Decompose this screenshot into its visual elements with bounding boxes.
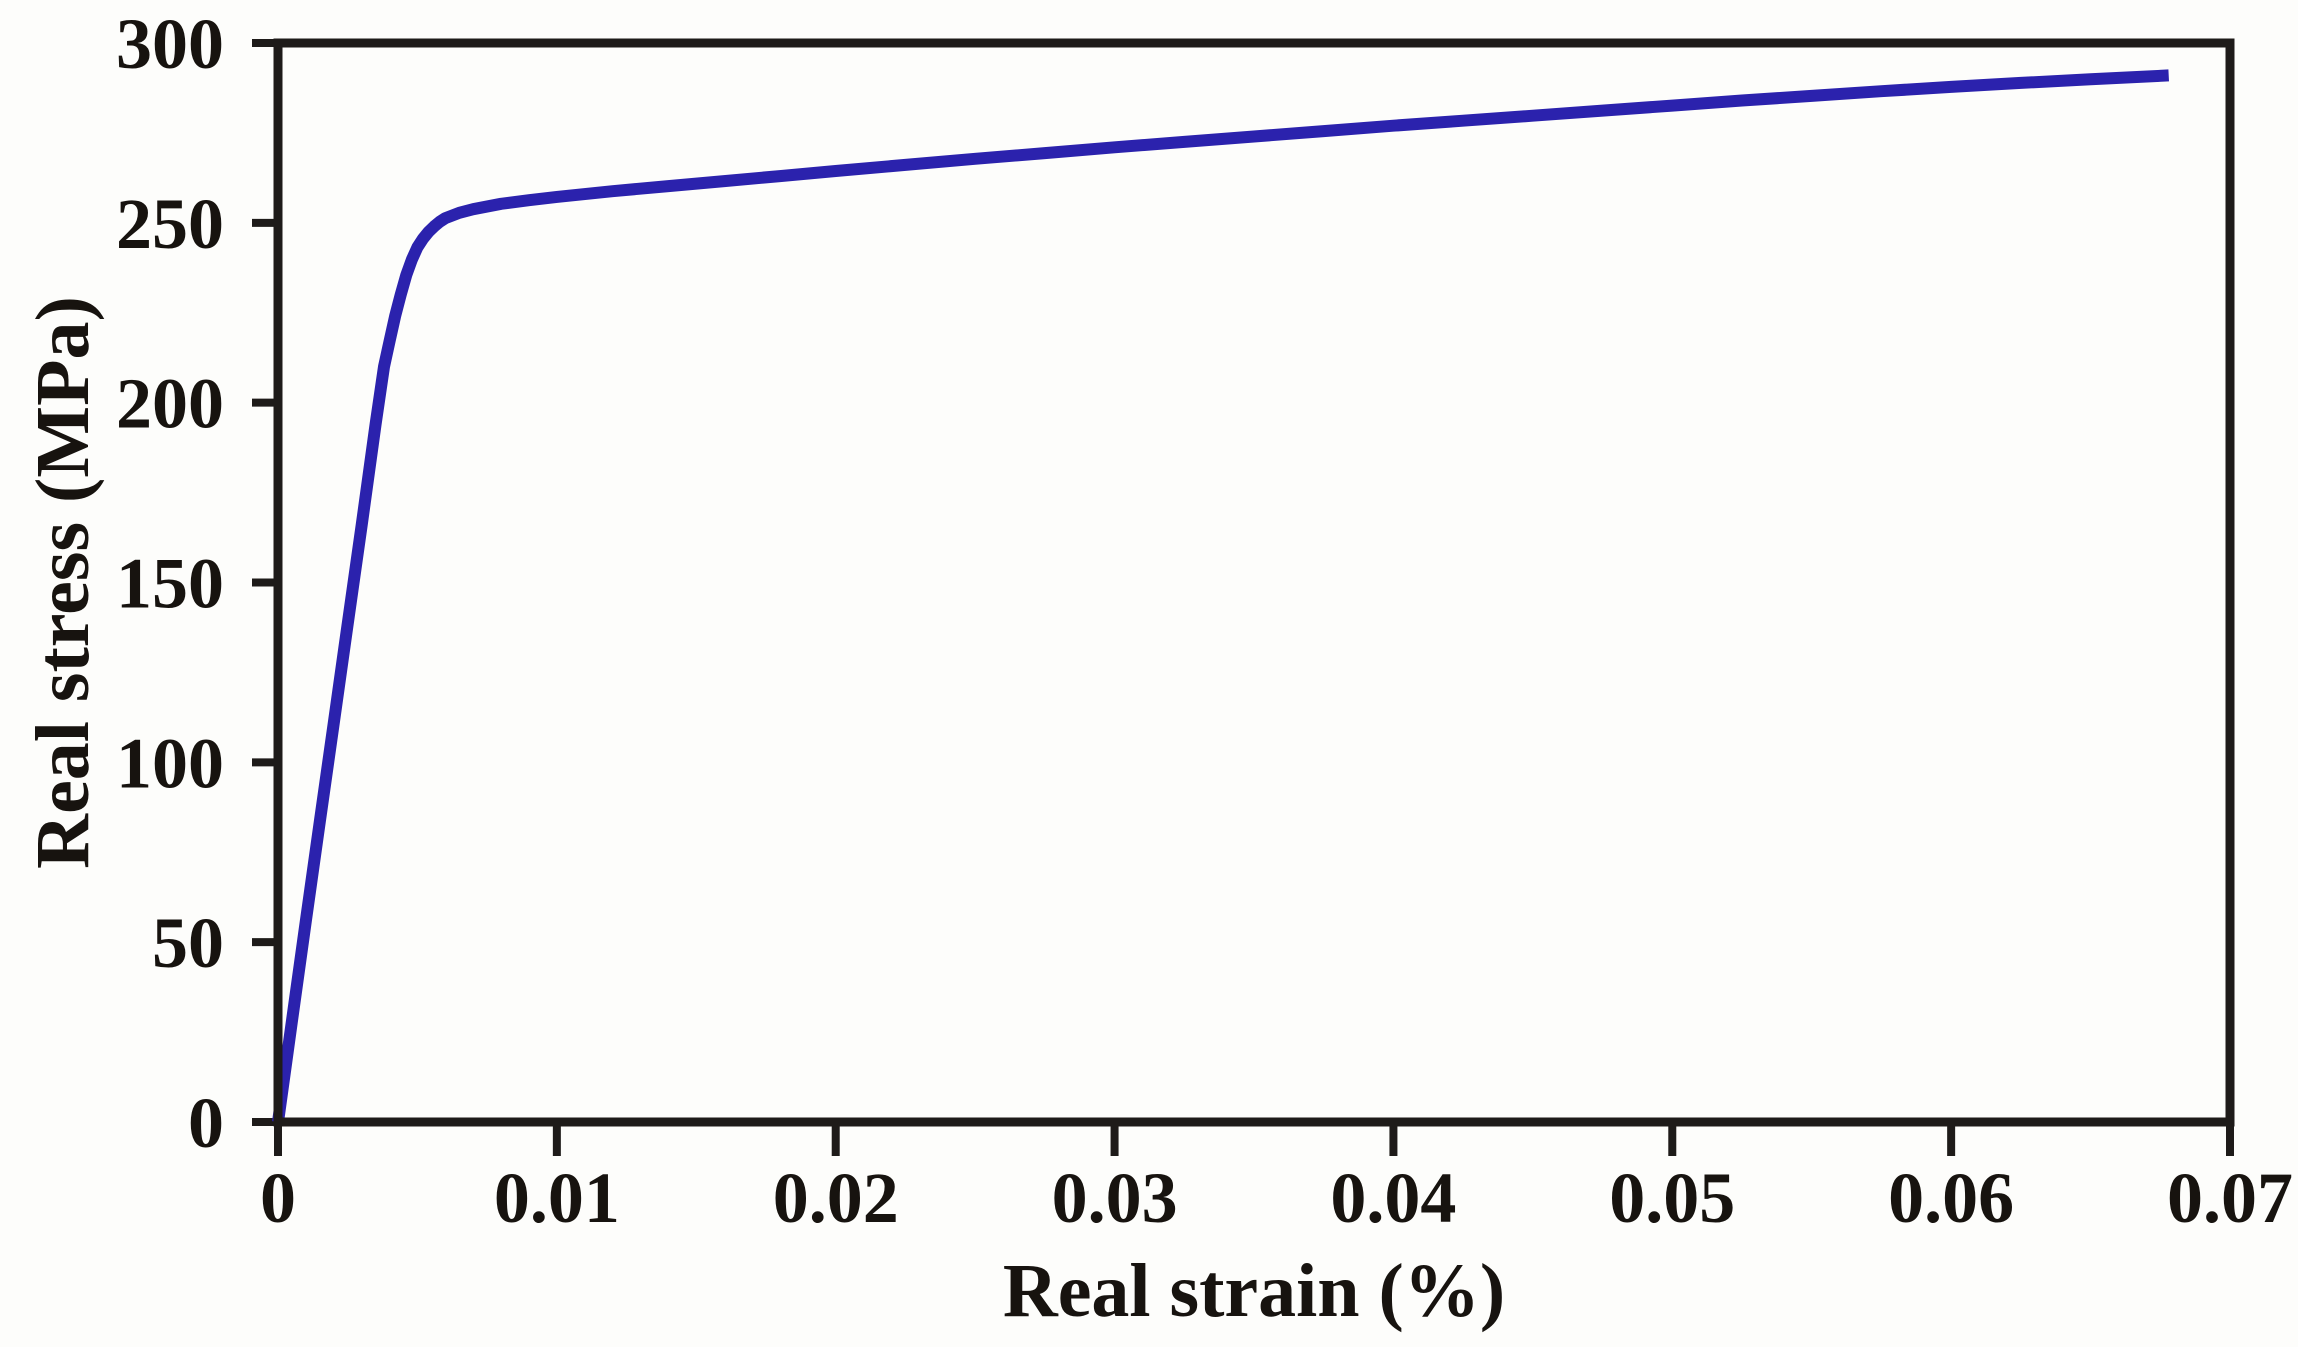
x-tick-label: 0.03 xyxy=(1052,1158,1178,1238)
y-tick-label: 250 xyxy=(116,184,224,264)
y-tick-label: 300 xyxy=(116,4,224,84)
x-tick-label: 0.07 xyxy=(2167,1158,2293,1238)
stress-strain-curve xyxy=(272,69,2169,1123)
x-tick-label: 0.04 xyxy=(1330,1158,1456,1238)
x-tick-label: 0 xyxy=(260,1158,296,1238)
axis-tick-labels: 0 0.01 0.02 0.03 0.04 0.05 0.06 0.07 0 50 100 150 20… xyxy=(116,4,2293,1238)
x-tick-label: 0.05 xyxy=(1609,1158,1735,1238)
x-axis-title: Real strain (%) xyxy=(1003,1249,1505,1333)
y-tick-label: 200 xyxy=(116,364,224,444)
x-tick-label: 0.01 xyxy=(494,1158,620,1238)
y-tick-label: 50 xyxy=(152,903,224,983)
y-tick-label: 0 xyxy=(188,1083,224,1163)
axis-ticks xyxy=(252,39,2234,1156)
y-axis-title: Real stress (MPa) xyxy=(21,296,105,869)
y-tick-label: 150 xyxy=(116,544,224,624)
y-tick-label: 100 xyxy=(116,723,224,803)
x-tick-label: 0.06 xyxy=(1888,1158,2014,1238)
plot-frame xyxy=(273,38,2235,1127)
x-tick-label: 0.02 xyxy=(773,1158,899,1238)
